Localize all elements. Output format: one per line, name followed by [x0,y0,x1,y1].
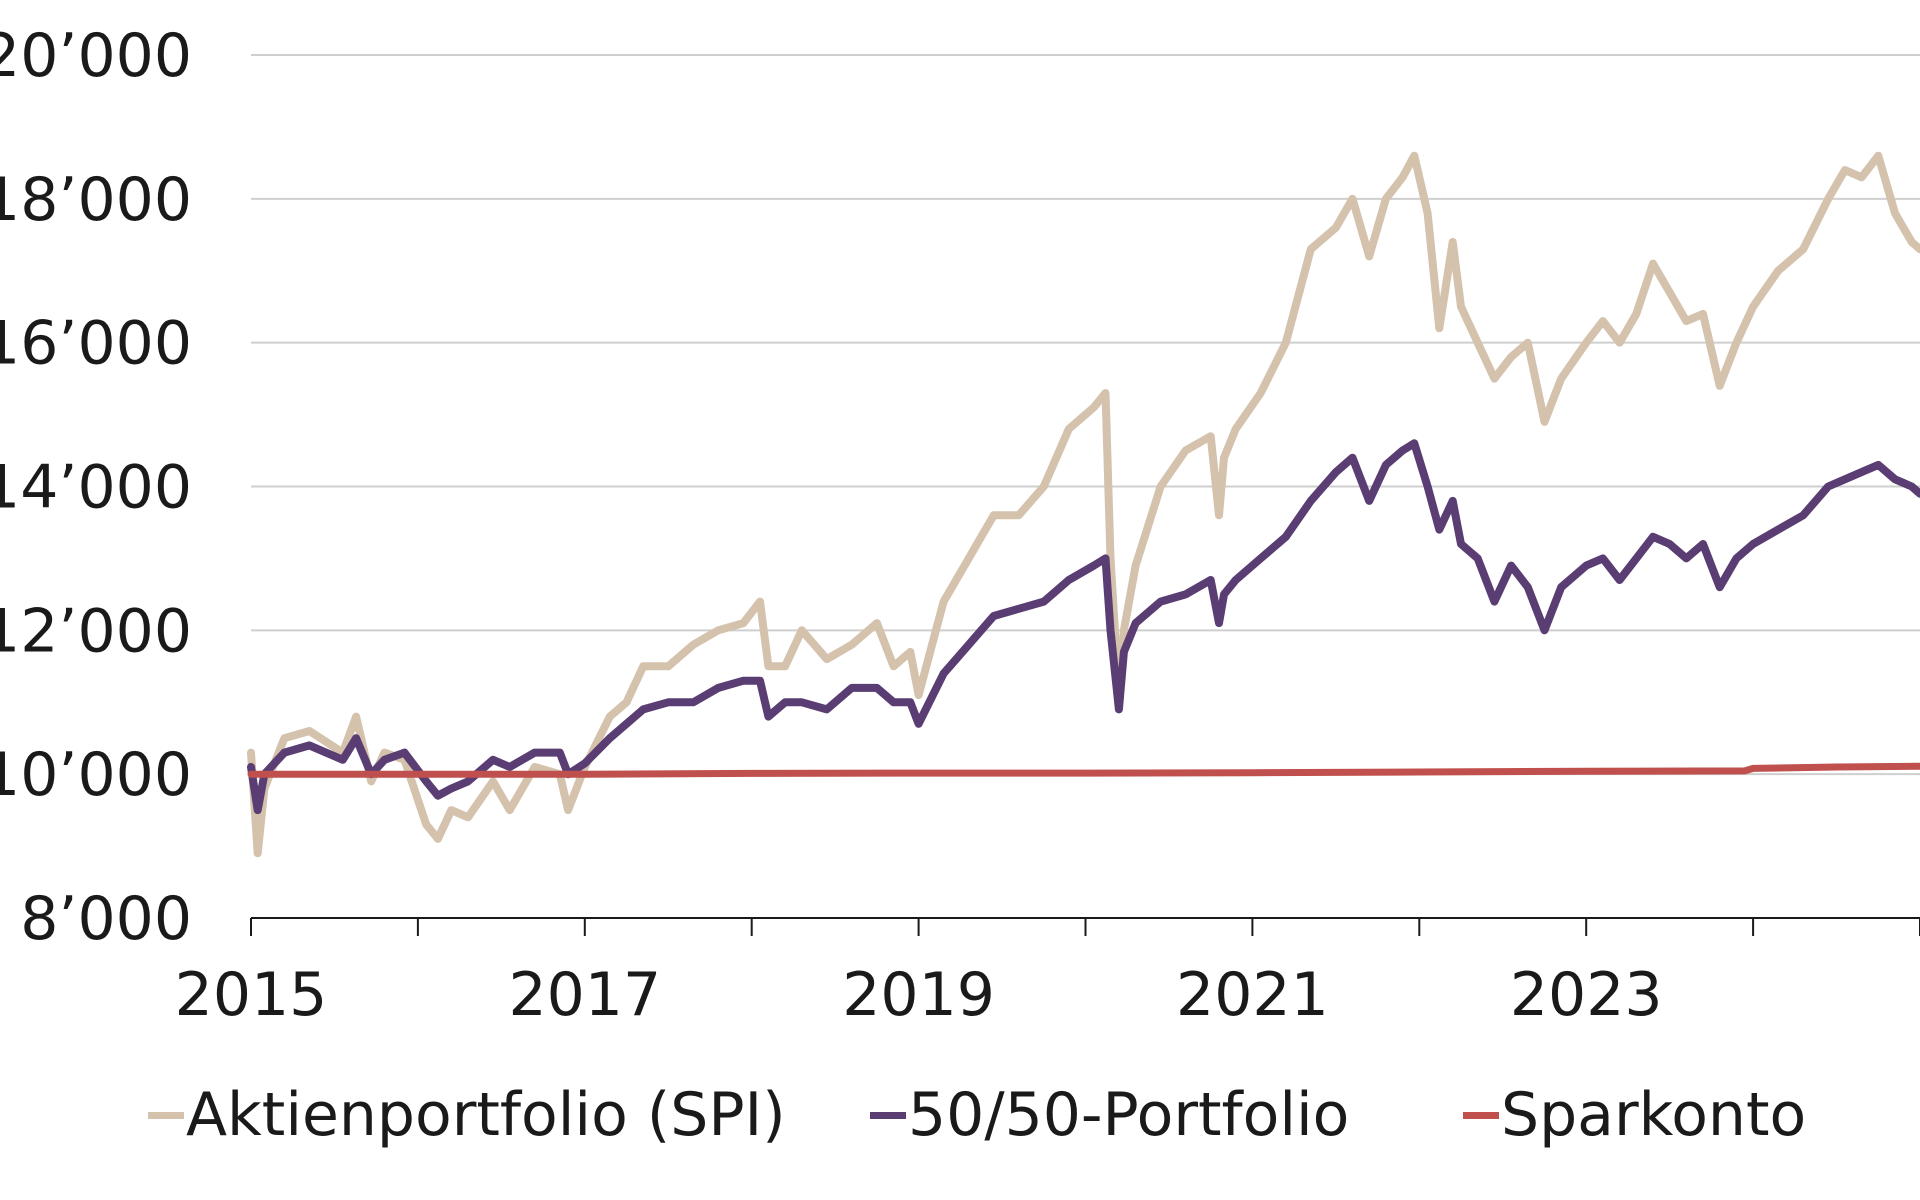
y-tick-label-16000: 16’000 [0,309,192,379]
x-tick-label-2023: 2023 [1510,960,1663,1030]
x-tick-label-2015: 2015 [175,960,328,1030]
line-chart: 8’000 10’000 12’000 14’000 16’000 18’000 20’00… [0,21,1920,1030]
x-tick-label-2021: 2021 [1176,960,1329,1030]
y-tick-label-8000: 8’000 [20,884,192,954]
y-tick-label-20000: 20’000 [0,21,192,91]
x-tick-label-2017: 2017 [508,960,661,1030]
y-tick-label-14000: 14’000 [0,453,192,523]
legend-item-aktienportfolio: Aktienportfolio (SPI) [148,1080,786,1150]
series-line-aktienportfolio-spi- [247,151,1920,858]
legend-label-5050-portfolio: 50/50-Portfolio [908,1080,1350,1150]
legend-swatch-sparkonto [1463,1111,1499,1119]
y-tick-label-12000: 12’000 [0,596,192,666]
series-line-sparkonto [247,762,1920,778]
legend-swatch-5050-portfolio [870,1111,906,1119]
y-tick-label-10000: 10’000 [0,740,192,810]
y-tick-label-18000: 18’000 [0,165,192,235]
legend-swatch-aktienportfolio [148,1111,184,1119]
legend-label-sparkonto: Sparkonto [1501,1080,1807,1150]
legend-label-aktienportfolio: Aktienportfolio (SPI) [186,1080,786,1150]
legend-item-sparkonto: Sparkonto [1463,1080,1806,1150]
legend: Aktienportfolio (SPI) 50/50-Portfolio Sp… [0,1080,1920,1180]
x-tick-label-2019: 2019 [842,960,995,1030]
legend-item-5050-portfolio: 50/50-Portfolio [870,1080,1349,1150]
series-line-50-50-portfolio [247,439,1920,815]
